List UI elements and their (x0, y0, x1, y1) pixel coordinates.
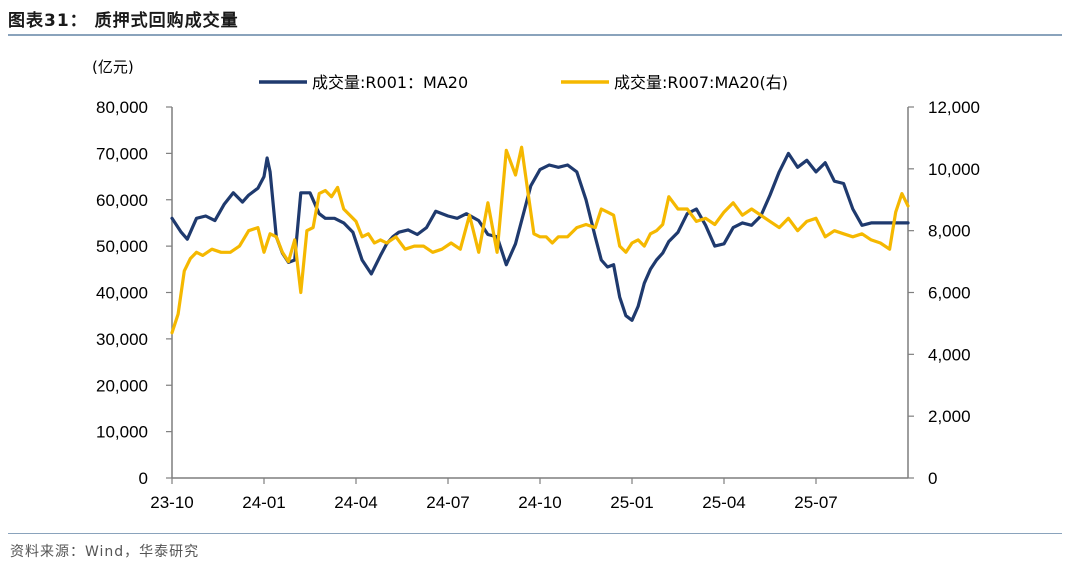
right-axis-tick-label: 12,000 (928, 98, 980, 117)
x-axis-tick-label: 24-01 (242, 493, 285, 512)
right-axis-tick-label: 2,000 (928, 407, 971, 426)
source-note: 资料来源：Wind，华泰研究 (10, 544, 200, 560)
title-divider (8, 34, 1062, 36)
right-axis-tick-label: 0 (928, 469, 937, 488)
legend-label-r007: 成交量:R007:MA20(右) (614, 73, 788, 92)
right-axis-tick-label: 4,000 (928, 345, 971, 364)
chart-series (170, 145, 910, 335)
left-axis-tick-label: 60,000 (96, 191, 148, 210)
x-axis-tick-label: 23-10 (150, 493, 193, 512)
left-axis-tick-label: 80,000 (96, 98, 148, 117)
left-axis-tick-label: 30,000 (96, 330, 148, 349)
left-axis-tick-label: 10,000 (96, 423, 148, 442)
x-axis-tick-label: 25-01 (610, 493, 653, 512)
left-axis-unit: (亿元) (92, 58, 134, 76)
chart-axes: 0 10,000 20,000 30,000 40,000 50,000 60,000 70,… (96, 98, 980, 512)
x-axis-tick-label: 24-07 (426, 493, 469, 512)
source-divider (8, 533, 1062, 534)
x-axis-tick-label: 25-04 (702, 493, 745, 512)
left-axis-tick-label: 20,000 (96, 376, 148, 395)
right-axis-tick-label: 6,000 (928, 284, 971, 303)
left-axis-tick-label: 70,000 (96, 144, 148, 163)
x-axis-tick-label: 24-10 (518, 493, 561, 512)
left-axis-tick-label: 50,000 (96, 237, 148, 256)
x-axis-tick-label: 25-07 (794, 493, 837, 512)
chart-legend: 成交量:R001：MA20 成交量:R007:MA20(右) (259, 73, 788, 92)
series-line-r007-ma20 (170, 145, 910, 335)
right-axis-tick-label: 10,000 (928, 160, 980, 179)
figure-title: 图表31： 质押式回购成交量 (8, 11, 239, 31)
left-axis-tick-label: 0 (139, 469, 148, 488)
x-axis-tick-label: 24-04 (334, 493, 377, 512)
left-axis-tick-label: 40,000 (96, 284, 148, 303)
legend-label-r001: 成交量:R001：MA20 (312, 73, 468, 92)
right-axis-tick-label: 8,000 (928, 222, 971, 241)
